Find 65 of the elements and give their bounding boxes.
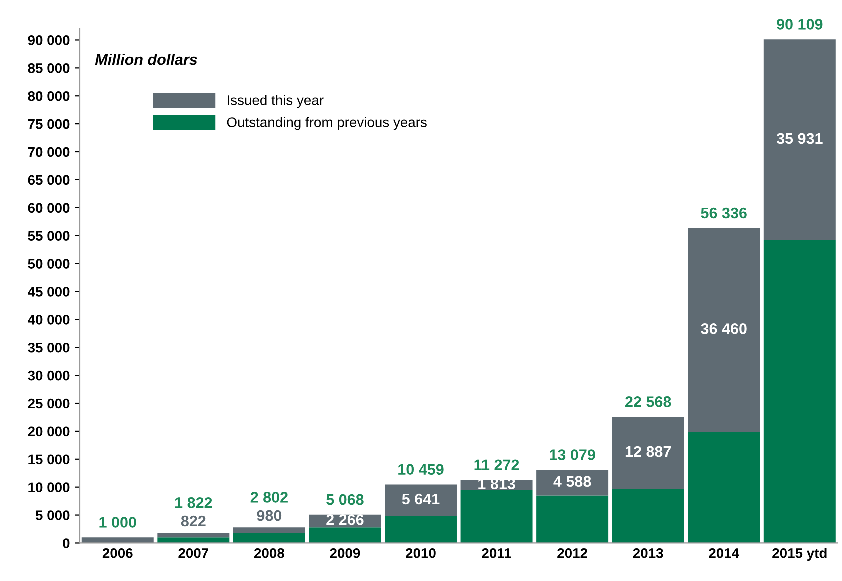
bar [385,484,457,516]
total-label: 5 068 [326,494,364,506]
y-tick-label: 10 000 [28,482,70,493]
x-tick-label: 2011 [482,548,512,558]
total-label: 56 336 [701,208,747,219]
data-label: 36 460 [701,324,747,334]
y-tick-label: 25 000 [28,398,70,409]
bar [309,528,382,544]
y-tick-label: 90 000 [28,36,70,46]
annotation: Million dollars [95,54,198,66]
y-tick-label: 70 000 [28,147,70,158]
x-tick-label: 2015 ytd [772,548,827,562]
y-tick-label: 50 000 [28,259,70,269]
bar [233,533,306,544]
total-label: 2 802 [250,492,288,503]
bar [460,490,533,544]
bar [688,228,760,432]
data-label: 5 641 [402,494,440,505]
x-tick-label: 2006 [102,548,133,558]
y-tick-label: 20 000 [28,426,70,437]
total-label: 11 272 [474,460,520,470]
x-tick-label: 2014 [709,548,740,558]
data-label: 35 931 [776,133,823,144]
total-label: 1 000 [100,517,136,528]
total-label: 13 079 [550,450,596,460]
total-label: 10 459 [398,464,444,476]
total-label: 22 568 [626,396,672,408]
y-tick-label: 0 [63,538,70,548]
legend-label: Issued this year [228,95,324,108]
data-label: 822 [181,516,206,527]
bar [385,516,457,544]
bar [536,470,609,496]
x-tick-label: 2009 [330,548,360,558]
y-tick-label: 40 000 [28,315,70,325]
y-tick-label: 45 000 [28,287,70,297]
bar [536,496,609,544]
total-label: 90 109 [777,19,823,30]
bar [612,417,684,490]
bar [764,240,836,544]
data-label: 4 588 [554,476,592,488]
x-tick-label: 2007 [178,548,208,558]
data-label: 12 887 [626,446,672,458]
y-tick-label: 30 000 [28,370,70,381]
y-tick-label: 55 000 [28,231,70,242]
x-tick-label: 2008 [254,548,284,558]
y-tick-label: 80 000 [28,91,70,102]
y-tick-label: 75 000 [28,119,70,130]
x-tick-label: 2013 [633,548,664,558]
bar [688,432,760,544]
x-tick-label: 2010 [406,548,436,558]
bar [233,528,306,534]
bar [612,489,684,544]
total-label: 1 822 [176,498,212,508]
data-label: 2 266 [326,514,364,526]
legend-label: Outstanding from previous years [227,117,427,130]
data-label: 980 [257,510,282,522]
y-tick-label: 35 000 [28,342,70,353]
bar [764,40,836,240]
x-tick-label: 2012 [558,548,588,558]
y-tick-label: 85 000 [28,64,70,74]
y-tick-label: 60 000 [28,203,70,214]
bar [158,533,230,538]
y-tick-label: 15 000 [28,454,70,465]
y-tick-label: 5 000 [36,510,70,520]
y-tick-label: 65 000 [28,175,70,186]
